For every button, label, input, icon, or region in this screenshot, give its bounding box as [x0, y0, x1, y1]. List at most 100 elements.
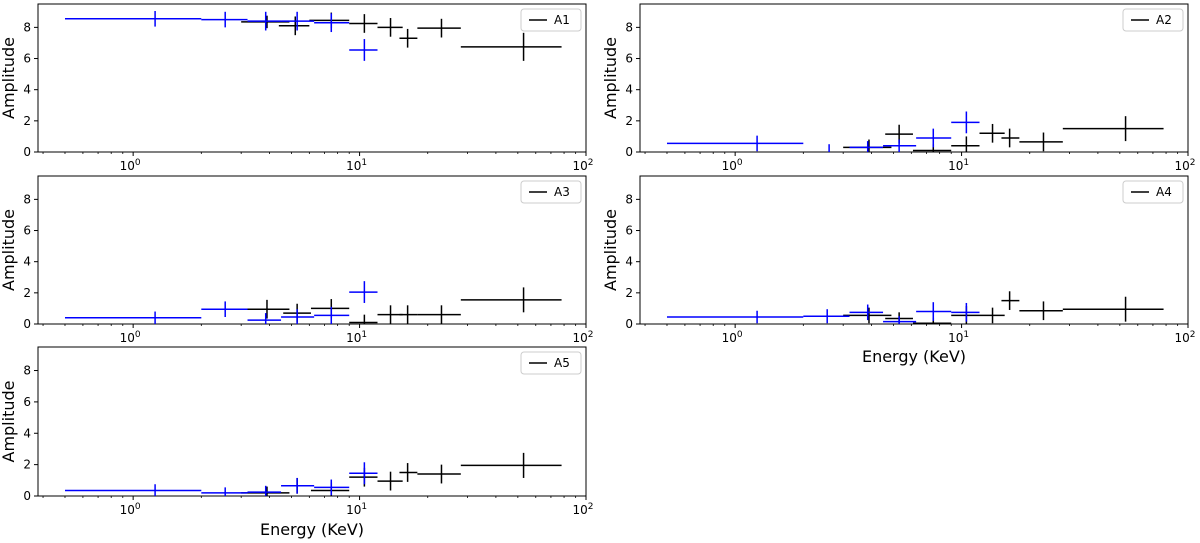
data-point-black: [310, 482, 350, 496]
data-point-black: [417, 305, 461, 324]
x-tick-label: 101: [948, 158, 969, 173]
panel-a5: 0 2 4 6 8 100 101 102 Amplitude Energy (KeV) A5: [0, 346, 594, 539]
data-point-blue: [916, 302, 952, 321]
y-tick-label: 2: [625, 286, 633, 300]
data-point-blue: [803, 309, 850, 324]
data-point-blue: [883, 316, 917, 324]
data-point-blue: [64, 484, 202, 496]
y-tick-label: 2: [23, 114, 31, 128]
data-point-black: [377, 305, 403, 324]
panel-a3: 0 2 4 6 8 100 101 102 Amplitude A3: [0, 175, 594, 345]
data-point-black: [912, 317, 952, 324]
y-tick-label: 6: [625, 224, 633, 238]
y-axis-label: Amplitude: [0, 209, 18, 291]
data-point-blue: [666, 310, 804, 324]
data-point-black: [241, 299, 290, 319]
data-point-black: [979, 123, 1005, 143]
data-point-black: [1062, 116, 1164, 142]
data-point-blue: [281, 11, 315, 31]
data-point-black: [1062, 296, 1164, 322]
legend-label: A1: [554, 13, 570, 27]
data-point-black: [979, 307, 1005, 324]
panel-a4: 0 2 4 6 8 100 101 102 Amplitude Energy (KeV) A4: [601, 175, 1196, 366]
axes-frame: [37, 346, 587, 497]
legend-label: A4: [1156, 185, 1172, 199]
legend: A1: [520, 8, 582, 32]
data-point-black: [309, 12, 350, 29]
y-tick-label: 8: [625, 20, 633, 34]
data-point-black: [460, 287, 562, 313]
data-point-black: [349, 14, 378, 33]
legend: A2: [1122, 8, 1184, 32]
data-point-blue: [849, 141, 884, 152]
y-tick-label: 0: [625, 145, 633, 159]
x-tick-label: 101: [346, 158, 367, 173]
y-tick-label: 4: [625, 83, 633, 97]
data-point-black: [399, 28, 418, 48]
data-point-black: [460, 452, 562, 478]
y-tick-label: 8: [23, 20, 31, 34]
y-tick-label: 6: [23, 52, 31, 66]
data-point-blue: [951, 111, 980, 134]
axes-frame: [639, 175, 1189, 325]
data-point-black: [460, 32, 562, 61]
y-axis-label: Amplitude: [0, 381, 18, 463]
x-tick-label: 102: [1174, 330, 1195, 345]
data-point-black: [912, 144, 952, 152]
data-point-blue: [64, 311, 202, 324]
y-tick-label: 0: [23, 317, 31, 331]
legend-box: [520, 180, 582, 204]
x-tick-label: 102: [572, 330, 593, 345]
x-tick-label: 100: [722, 330, 743, 345]
y-tick-label: 2: [23, 458, 31, 472]
legend-label: A5: [554, 356, 570, 370]
data-point-blue: [849, 304, 884, 321]
data-point-black: [1019, 301, 1063, 321]
data-point-blue: [916, 128, 952, 148]
legend-label: A3: [554, 185, 570, 199]
y-tick-label: 0: [23, 145, 31, 159]
data-point-blue: [247, 485, 282, 496]
x-tick-label: 102: [1174, 158, 1195, 173]
data-point-blue: [201, 11, 248, 28]
y-tick-label: 0: [23, 489, 31, 503]
y-tick-label: 4: [23, 255, 31, 269]
y-tick-label: 8: [23, 192, 31, 206]
data-point-blue: [247, 11, 282, 31]
data-point-black: [417, 18, 461, 38]
data-point-black: [951, 306, 980, 324]
data-point-blue: [314, 13, 350, 33]
panel-a2: 0 2 4 6 8 100 101 102 Amplitude A2: [601, 3, 1196, 173]
data-point-black: [1019, 132, 1063, 152]
data-point-black: [399, 463, 418, 482]
data-point-blue: [281, 309, 315, 324]
data-point-black: [1001, 128, 1020, 148]
panel-a1: 0 2 4 6 8 100 101 102 Amplitude A1: [0, 3, 594, 173]
legend: A5: [520, 351, 582, 375]
y-tick-label: 8: [625, 192, 633, 206]
data-point-blue: [314, 479, 350, 496]
x-tick-label: 102: [572, 502, 593, 517]
y-tick-label: 2: [23, 286, 31, 300]
data-point-blue: [281, 477, 315, 494]
data-point-black: [278, 16, 310, 36]
y-axis-label: Amplitude: [601, 209, 620, 291]
legend-box: [520, 8, 582, 32]
data-point-black: [377, 18, 403, 37]
x-axis-label: Energy (KeV): [862, 347, 966, 366]
data-point-black: [417, 464, 461, 484]
data-point-blue: [349, 39, 378, 61]
y-axis-label: Amplitude: [0, 37, 18, 119]
data-point-blue: [666, 135, 804, 152]
x-tick-label: 100: [120, 502, 141, 517]
x-tick-label: 100: [722, 158, 743, 173]
data-point-black: [951, 136, 980, 152]
legend: A3: [520, 180, 582, 204]
y-tick-label: 6: [625, 52, 633, 66]
data-point-blue: [349, 462, 378, 485]
data-point-blue: [64, 11, 202, 27]
data-point-blue: [201, 487, 248, 496]
data-point-blue: [247, 313, 282, 324]
legend: A4: [1122, 180, 1184, 204]
